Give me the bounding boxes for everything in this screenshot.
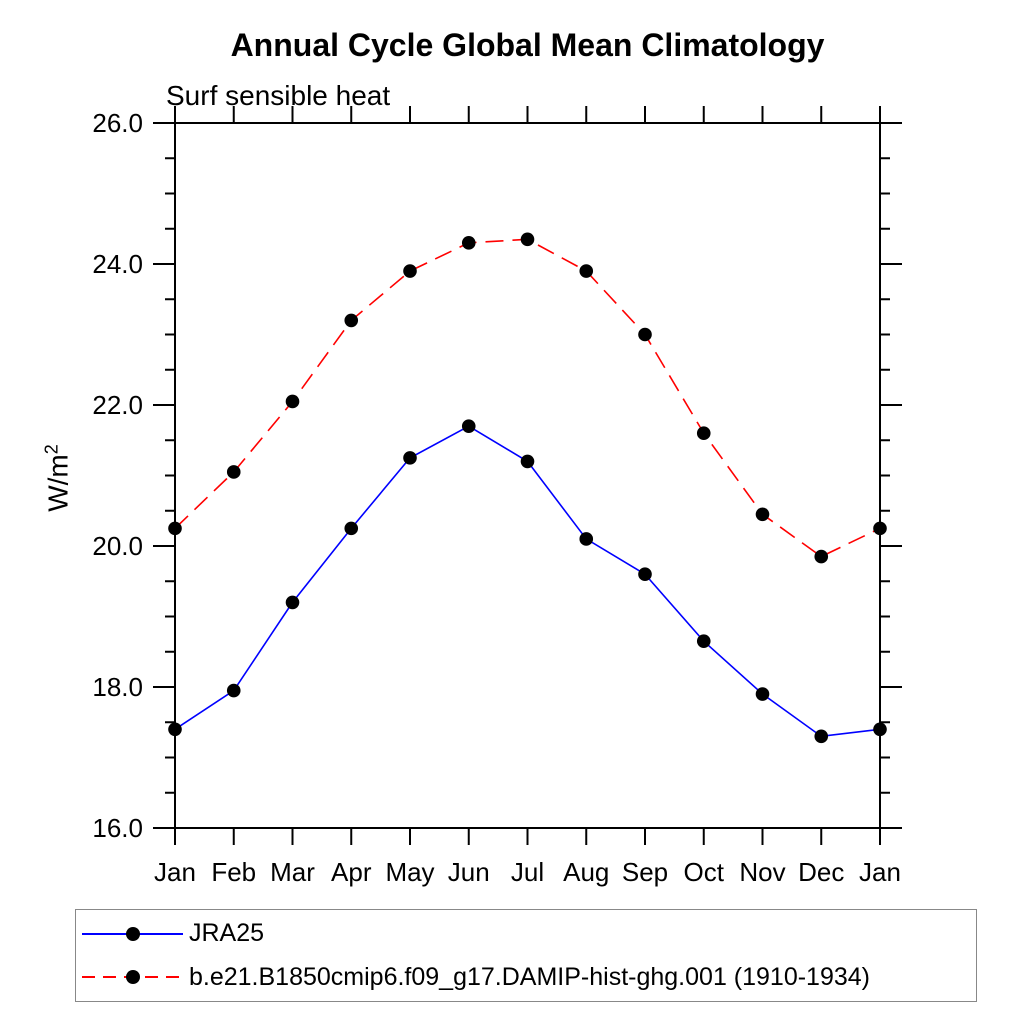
svg-text:22.0: 22.0 <box>92 390 143 420</box>
svg-text:Dec: Dec <box>798 857 844 887</box>
legend-item-jra25: JRA25 <box>82 914 976 954</box>
svg-text:May: May <box>385 857 434 887</box>
svg-text:Feb: Feb <box>211 857 256 887</box>
legend-marker-dot-icon <box>125 970 140 985</box>
plot-frame <box>174 122 881 829</box>
legend-label-jra25: JRA25 <box>189 919 265 948</box>
legend-line-sample-solid-blue <box>82 926 183 941</box>
legend-label-model: b.e21.B1850cmip6.f09_g17.DAMIP-hist-ghg.… <box>189 962 870 991</box>
chart-subtitle: Surf sensible heat <box>166 80 391 111</box>
x-tick-labels: Jan Feb Mar Apr May Jun Jul Aug Sep Oct Nov Dec Jan <box>154 857 901 887</box>
legend-marker-dot-icon <box>125 926 140 941</box>
svg-text:18.0: 18.0 <box>92 672 143 702</box>
svg-text:Oct: Oct <box>684 857 725 887</box>
svg-text:24.0: 24.0 <box>92 249 143 279</box>
svg-text:26.0: 26.0 <box>92 108 143 138</box>
series-markers-1 <box>168 232 887 564</box>
svg-text:Nov: Nov <box>739 857 785 887</box>
svg-text:Mar: Mar <box>270 857 315 887</box>
legend-item-model: b.e21.B1850cmip6.f09_g17.DAMIP-hist-ghg.… <box>82 957 976 997</box>
svg-text:Jan: Jan <box>154 857 196 887</box>
svg-text:Apr: Apr <box>331 857 372 887</box>
svg-text:16.0: 16.0 <box>92 813 143 843</box>
svg-text:Jul: Jul <box>511 857 544 887</box>
legend-line-sample-dashed-red <box>82 970 183 985</box>
svg-text:Jan: Jan <box>859 857 901 887</box>
series-line-0 <box>174 425 881 738</box>
series-markers-0 <box>168 419 887 744</box>
y-tick-labels: 16.0 18.0 20.0 22.0 24.0 26.0 <box>92 108 143 843</box>
axis-ticks <box>153 106 902 845</box>
legend: JRA25 b.e21.B1850cmip6.f09_g17.DAMIP-his… <box>75 909 977 1002</box>
chart-title: Annual Cycle Global Mean Climatology <box>230 27 825 63</box>
svg-text:20.0: 20.0 <box>92 531 143 561</box>
svg-text:Jun: Jun <box>448 857 490 887</box>
svg-text:Aug: Aug <box>563 857 609 887</box>
series-line-1 <box>174 238 881 558</box>
svg-text:Sep: Sep <box>622 857 668 887</box>
